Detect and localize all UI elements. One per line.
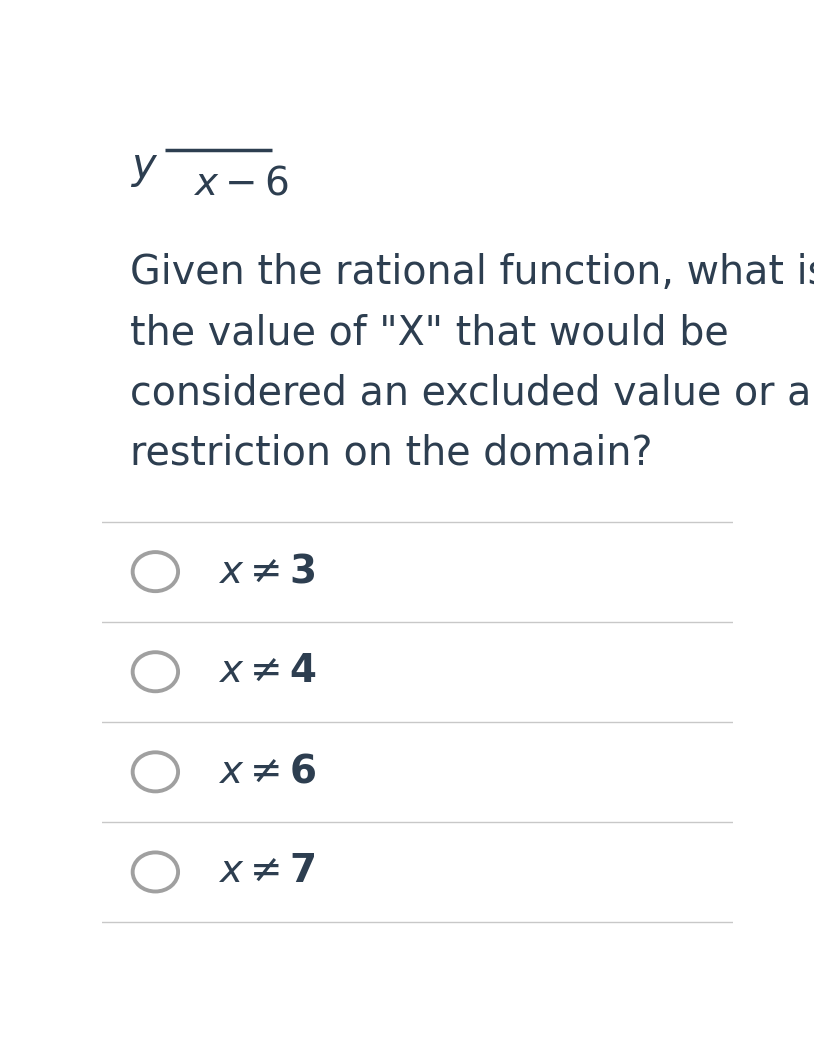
Text: Given the rational function, what is
the value of "X" that would be
considered a: Given the rational function, what is the… [130,253,814,474]
Text: $\mathit{x} \neq \mathbf{7}$: $\mathit{x} \neq \mathbf{7}$ [218,853,316,890]
Text: $\mathit{x} \neq \mathbf{4}$: $\mathit{x} \neq \mathbf{4}$ [218,653,317,690]
Text: $x-6$: $x-6$ [193,165,289,202]
Text: $\mathit{x} \neq \mathbf{6}$: $\mathit{x} \neq \mathbf{6}$ [218,754,317,791]
Text: $y$: $y$ [130,147,158,189]
Text: $\mathit{x} \neq \mathbf{3}$: $\mathit{x} \neq \mathbf{3}$ [218,553,316,590]
